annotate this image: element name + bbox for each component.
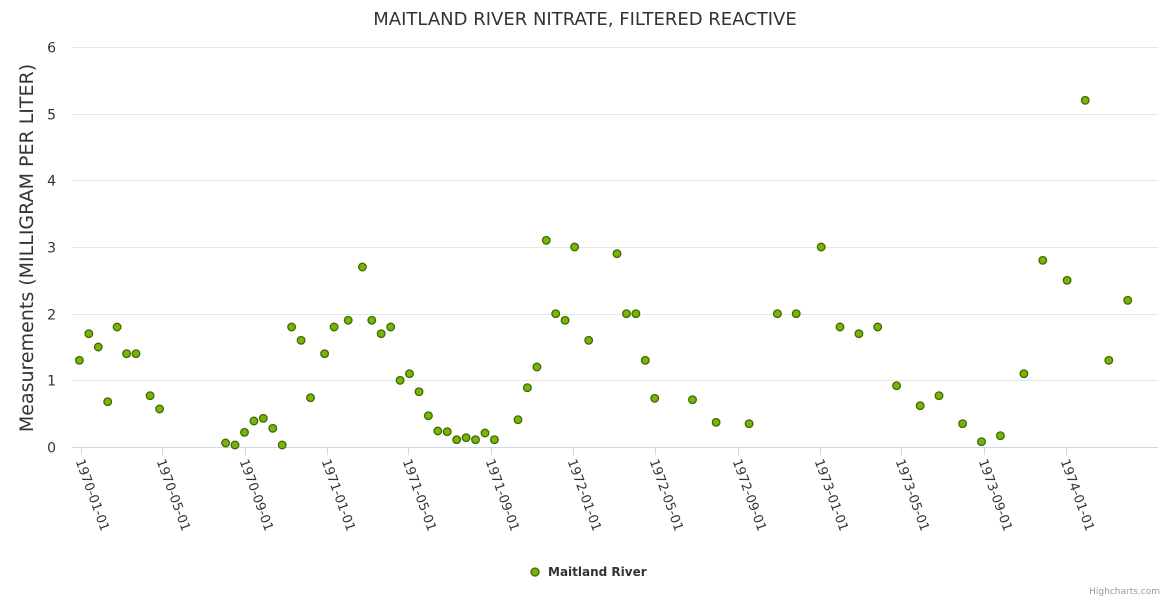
series-maitland-river [74,95,1133,450]
data-point[interactable] [343,315,353,325]
data-point[interactable] [489,435,499,445]
data-point[interactable] [532,362,542,372]
y-tick-label: 0 [47,441,56,457]
y-tick-label: 1 [47,374,56,390]
legend-marker[interactable] [530,567,540,577]
data-point[interactable] [461,433,471,443]
data-point[interactable] [145,391,155,401]
data-point[interactable] [854,329,864,339]
data-point[interactable] [612,249,622,259]
data-point[interactable] [1104,355,1114,365]
data-point[interactable] [386,322,396,332]
data-point[interactable] [405,369,414,379]
y-tick-label: 3 [47,241,56,257]
data-point[interactable] [835,322,845,332]
data-point[interactable] [131,349,141,359]
data-point[interactable] [433,426,443,436]
data-point[interactable] [873,322,883,332]
data-point[interactable] [74,355,84,365]
data-point[interactable] [471,435,480,445]
y-tick-label: 2 [47,308,56,324]
data-point[interactable] [650,393,660,403]
y-axis-ticks: 0 1 2 3 4 5 6 [47,41,56,457]
y-axis-label: Measurements (MILLIGRAM PER LITER) [16,64,38,432]
data-point[interactable] [1123,295,1133,305]
data-point[interactable] [240,427,249,437]
y-tick-label: 5 [47,108,56,124]
data-point[interactable] [84,329,94,339]
legend-label[interactable]: Maitland River [548,565,647,579]
data-point[interactable] [640,355,650,365]
data-point[interactable] [367,315,377,325]
data-point[interactable] [122,349,132,359]
data-point[interactable] [423,411,433,421]
data-point[interactable] [977,437,986,447]
data-point[interactable] [560,315,570,325]
data-point[interactable] [414,387,424,397]
data-point[interactable] [791,309,801,319]
data-point[interactable] [958,419,968,429]
data-point[interactable] [230,440,240,450]
data-point[interactable] [112,322,122,332]
data-point[interactable] [287,322,297,332]
data-point[interactable] [1019,369,1029,379]
data-point[interactable] [995,431,1005,441]
data-point[interactable] [1062,275,1072,285]
chart-title: MAITLAND RIVER NITRATE, FILTERED REACTIV… [373,9,796,30]
data-point[interactable] [296,335,306,345]
data-point[interactable] [249,416,259,426]
data-point[interactable] [103,397,113,407]
data-point[interactable] [376,329,386,339]
legend[interactable]: Maitland River [530,565,647,579]
data-point[interactable] [816,242,826,252]
data-point[interactable] [395,375,405,385]
data-point[interactable] [570,242,580,252]
data-point[interactable] [772,309,782,319]
credits-link[interactable]: Highcharts.com [1089,587,1160,597]
y-tick-label: 6 [47,41,56,57]
data-point[interactable] [934,391,944,401]
data-point[interactable] [452,435,462,445]
data-point[interactable] [1080,95,1090,105]
data-point[interactable] [221,438,231,448]
data-point[interactable] [1038,255,1048,265]
gridlines [72,47,1158,381]
data-point[interactable] [306,393,315,403]
data-point[interactable] [258,413,268,423]
data-point[interactable] [631,309,641,319]
y-tick-label: 4 [47,174,56,190]
data-point[interactable] [892,381,902,391]
data-point[interactable] [744,419,754,429]
data-point[interactable] [513,415,523,425]
data-point[interactable] [584,335,594,345]
data-point[interactable] [93,342,103,352]
data-point[interactable] [551,309,561,319]
data-point[interactable] [711,417,721,427]
data-point[interactable] [268,423,278,433]
data-point[interactable] [915,401,925,411]
data-point[interactable] [155,404,165,414]
data-point[interactable] [442,427,452,437]
data-point[interactable] [277,440,287,450]
data-point[interactable] [329,322,339,332]
data-point[interactable] [357,262,367,272]
data-point[interactable] [541,235,551,245]
data-point[interactable] [622,309,631,319]
data-point[interactable] [480,428,490,438]
data-point[interactable] [522,383,532,393]
data-point[interactable] [688,395,697,405]
data-point[interactable] [320,349,330,359]
